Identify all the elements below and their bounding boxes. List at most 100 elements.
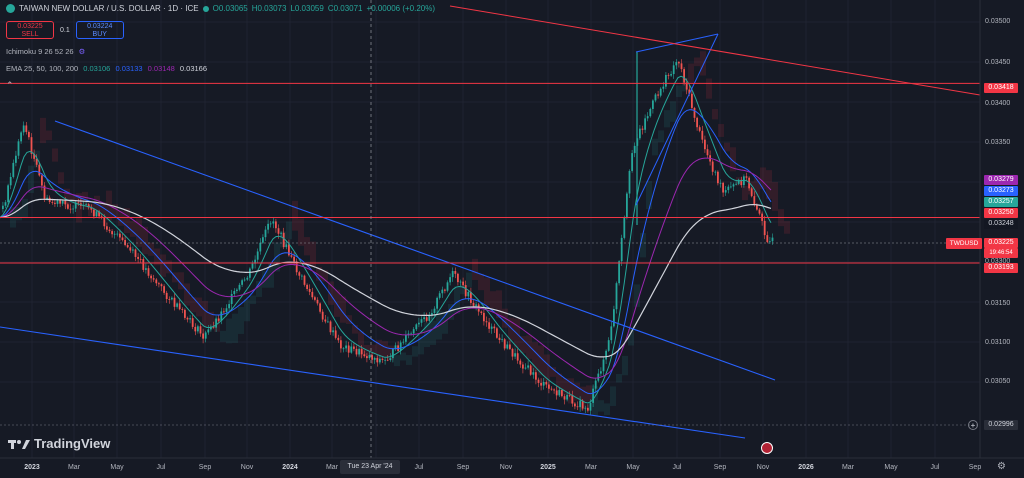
cloud-segment	[472, 258, 478, 281]
legend-collapse-icon[interactable]: ⌃	[6, 80, 14, 90]
candle-body	[722, 182, 724, 193]
cloud-segment	[196, 297, 202, 317]
candle-body	[480, 311, 483, 313]
candle-body	[758, 209, 761, 214]
cloud-segment	[730, 147, 736, 172]
ema-25-value: 0.03106	[83, 64, 111, 73]
candle-body	[246, 277, 249, 280]
price-label: 0.03150	[985, 300, 1011, 307]
candle-body	[368, 355, 371, 359]
time-label: Jul	[156, 464, 166, 471]
symbol-tag: TWDUSD	[946, 238, 982, 249]
candle-body	[217, 318, 220, 321]
candle-body	[347, 345, 350, 353]
cloud-segment	[190, 297, 196, 313]
indicator-settings-icon[interactable]: ⚙	[78, 47, 86, 56]
candle-body	[698, 127, 701, 131]
cloud-segment	[418, 337, 424, 355]
logo-text: TradingView	[34, 436, 111, 451]
candle-body	[197, 326, 199, 332]
ema-legend[interactable]: EMA 25, 50, 100, 200 0.03106 0.03133 0.0…	[6, 64, 210, 73]
cloud-segment	[136, 218, 142, 247]
candle-body	[737, 179, 740, 184]
candle-body	[579, 400, 581, 408]
time-label: Jul	[930, 464, 940, 471]
symbol-header[interactable]: TAIWAN NEW DOLLAR / U.S. DOLLAR · 1D · I…	[6, 4, 435, 13]
candle-body	[602, 359, 605, 372]
time-axis-settings-icon[interactable]: ⚙	[997, 461, 1006, 472]
candle-body	[126, 245, 129, 248]
candle-body	[171, 297, 173, 300]
candle-body	[165, 292, 168, 300]
candle-body	[280, 232, 282, 234]
buy-price: 0.03224	[87, 23, 113, 30]
candle-body	[600, 371, 602, 374]
price-label: 0.03500	[985, 18, 1011, 25]
candle-body	[113, 233, 116, 235]
candle-body	[186, 317, 189, 320]
ohlc-change: +0.00006 (+0.20%)	[366, 4, 436, 13]
price-label: 0.03100	[985, 339, 1011, 346]
candle-body	[360, 349, 363, 355]
candle-body	[561, 390, 563, 397]
candle-body	[90, 207, 93, 210]
candle-body	[308, 288, 311, 292]
price-tag-ema50: 0.03273	[984, 186, 1018, 196]
time-label: Mar	[67, 464, 81, 471]
ohlc-high: H0.03073	[251, 4, 287, 13]
ohlc-low: L0.03059	[290, 4, 324, 13]
candle-body	[753, 196, 756, 206]
cloud-segment	[508, 317, 514, 341]
candle-body	[4, 202, 7, 206]
candle-body	[436, 297, 438, 309]
candle-body	[215, 318, 217, 328]
cloud-segment	[562, 378, 568, 396]
cloud-segment	[442, 311, 448, 334]
sell-button[interactable]: 0.03225 SELL	[6, 21, 54, 39]
ema-lines	[0, 75, 772, 404]
spread-value: 0.1	[60, 26, 70, 34]
sell-price: 0.03225	[17, 23, 43, 30]
candle-body	[329, 321, 332, 333]
trendline-resistance	[449, 5, 981, 96]
ichimoku-legend[interactable]: Ichimoku 9 26 52 26 ⚙	[6, 47, 88, 56]
add-alert-icon[interactable]: +	[968, 420, 978, 430]
candle-body	[605, 350, 607, 360]
cloud-segment	[652, 138, 658, 156]
candle-body	[366, 356, 368, 359]
sell-label: SELL	[21, 31, 39, 38]
crosshair-date-label: Tue 23 Apr '24	[340, 460, 400, 474]
candle-body	[532, 372, 535, 375]
time-label: Sep	[968, 464, 982, 471]
tradingview-logo[interactable]: TradingView	[8, 436, 110, 451]
candle-body	[498, 337, 501, 341]
time-label: 2025	[540, 464, 556, 471]
candle-body	[2, 205, 4, 210]
cloud-segment	[754, 178, 760, 198]
price-tag-ema200: 0.03248	[984, 219, 1018, 229]
candle-body	[717, 171, 719, 184]
candle-body	[574, 403, 576, 407]
ohlc-close: C0.03071	[327, 4, 363, 13]
cloud-segment	[784, 221, 790, 234]
candle-body	[358, 349, 360, 355]
cloud-segment	[454, 286, 460, 314]
cloud-segment	[592, 385, 598, 416]
candle-body	[184, 309, 186, 318]
candle-body	[714, 171, 717, 173]
candle-body	[568, 394, 571, 396]
candle-body	[155, 279, 158, 284]
candle-body	[597, 373, 600, 381]
candle-body	[74, 202, 77, 209]
time-label: Nov	[756, 464, 770, 471]
symbol-title[interactable]: TAIWAN NEW DOLLAR / U.S. DOLLAR · 1D · I…	[19, 4, 199, 13]
candle-body	[233, 290, 236, 295]
candle-body	[420, 319, 423, 323]
candle-body	[238, 284, 241, 290]
buy-button[interactable]: 0.03224 BUY	[75, 21, 124, 39]
time-label: May	[110, 464, 124, 471]
cloud-segment	[676, 85, 682, 97]
price-label: 0.03450	[985, 59, 1011, 66]
us-flag-event-icon[interactable]	[761, 442, 773, 454]
